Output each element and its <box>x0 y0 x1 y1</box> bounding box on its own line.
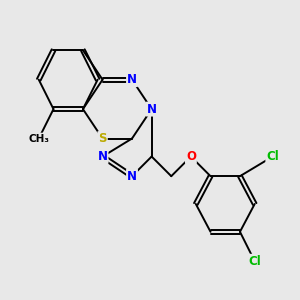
Text: O: O <box>186 150 196 163</box>
Text: Cl: Cl <box>266 150 279 163</box>
Text: CH₃: CH₃ <box>28 134 49 143</box>
Text: N: N <box>127 170 137 183</box>
Text: S: S <box>98 132 107 145</box>
Text: N: N <box>147 103 157 116</box>
Text: N: N <box>127 73 137 86</box>
Text: Cl: Cl <box>248 255 261 268</box>
Text: N: N <box>98 150 108 163</box>
